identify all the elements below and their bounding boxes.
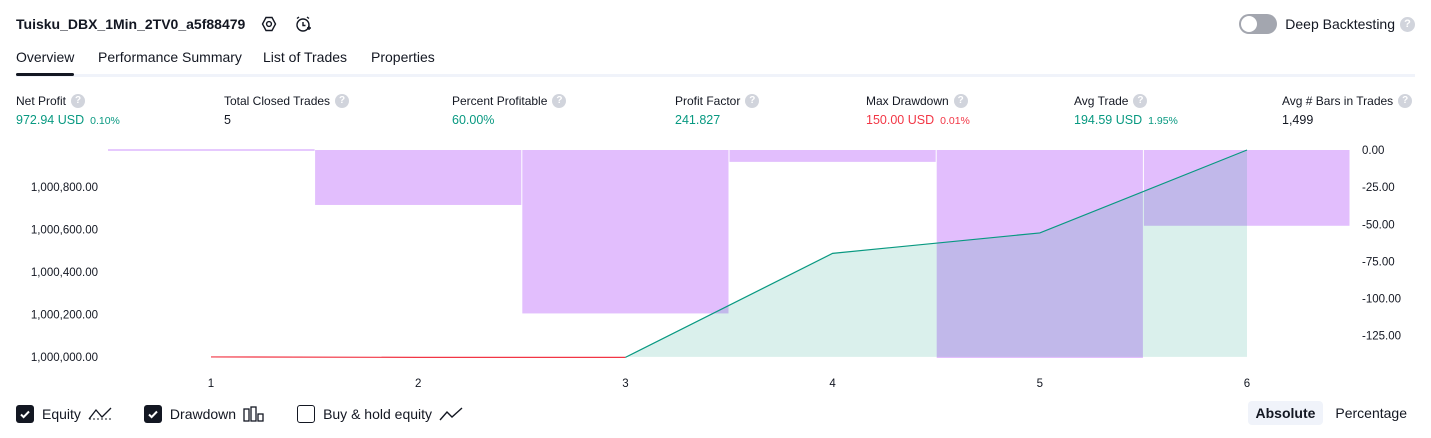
help-icon[interactable]: ? [71, 94, 86, 108]
x-axis-tick-label: 6 [1244, 378, 1250, 390]
metric-label: Max Drawdown [866, 94, 949, 108]
metric-max-drawdown: Max Drawdown? 150.00 USD 0.01% [866, 94, 970, 127]
tab-overview[interactable]: Overview [16, 49, 75, 76]
equity-line-icon [88, 406, 112, 422]
drawdown-bar-4 [936, 150, 1143, 358]
toggle-knob [1241, 16, 1258, 32]
buy-hold-label: Buy & hold equity [323, 406, 433, 422]
help-icon[interactable]: ? [745, 94, 760, 108]
equity-label: Equity [42, 406, 81, 422]
scale-mode-switch: Absolute Percentage [1244, 401, 1416, 425]
left-axis-tick-label: 1,000,600.00 [31, 224, 98, 236]
tab-properties[interactable]: Properties [371, 49, 435, 65]
buy-hold-line-icon [439, 406, 463, 422]
right-axis-tick-label: -75.00 [1362, 256, 1395, 268]
help-icon[interactable]: ? [335, 94, 350, 108]
x-axis-tick-label: 3 [622, 378, 628, 390]
left-axis-tick-label: 1,000,800.00 [31, 182, 98, 194]
metric-avg-bars-in-trades: Avg # Bars in Trades? 1,499 [1282, 94, 1413, 127]
help-icon[interactable]: ? [1400, 16, 1415, 32]
metric-label: Percent Profitable [452, 94, 548, 108]
equity-checkbox-item[interactable]: Equity [16, 405, 112, 423]
tab-list-of-trades[interactable]: List of Trades [263, 49, 348, 65]
metric-label: Net Profit [16, 94, 67, 108]
metric-profit-factor: Profit Factor? 241.827 [675, 94, 760, 127]
equity-drawdown-chart[interactable]: 1,000,000.00 1,000,200.00 1,000,400.00 1,00… [0, 140, 1431, 395]
drawdown-bar-3 [729, 150, 936, 162]
metric-percent-profitable: Percent Profitable? 60.00% [452, 94, 567, 127]
left-axis-tick-label: 1,000,000.00 [31, 352, 98, 364]
drawdown-checkbox-item[interactable]: Drawdown [143, 405, 265, 423]
metric-percent: 1.95% [1148, 115, 1178, 127]
deep-backtesting-toggle[interactable] [1239, 14, 1278, 34]
equity-line-profit [625, 149, 1248, 358]
metric-value: 1,499 [1282, 113, 1314, 127]
buy-hold-checkbox-item[interactable]: Buy & hold equity [297, 405, 463, 423]
metric-label: Total Closed Trades [224, 94, 331, 108]
equity-checkbox[interactable] [16, 405, 34, 423]
deep-backtesting: Deep Backtesting ? [1239, 12, 1415, 36]
right-axis-tick-label: -100.00 [1362, 294, 1401, 306]
chart-legend-controls: Equity Drawdown Buy & hold equity [16, 403, 495, 425]
strategy-settings-icon[interactable] [259, 14, 279, 34]
drawdown-bars-icon [243, 406, 265, 422]
metric-label: Avg Trade [1074, 94, 1129, 108]
right-axis-tick-label: -50.00 [1362, 219, 1395, 231]
help-icon[interactable]: ? [953, 94, 968, 108]
metric-percent: 0.01% [940, 115, 970, 127]
alert-clock-icon[interactable] [293, 14, 313, 34]
report-tabs: Overview Performance Summary List of Tra… [16, 46, 1415, 77]
metric-percent: 0.10% [90, 115, 120, 127]
x-axis-tick-label: 1 [208, 378, 214, 390]
x-axis-tick-label: 5 [1037, 378, 1043, 390]
metric-value: 60.00% [452, 113, 495, 127]
metric-total-closed-trades: Total Closed Trades? 5 [224, 94, 350, 127]
drawdown-checkbox[interactable] [143, 405, 162, 423]
drawdown-bar-1 [315, 150, 522, 205]
metric-value: 194.59 USD [1074, 113, 1143, 127]
help-icon[interactable]: ? [1398, 94, 1413, 108]
help-icon[interactable]: ? [1133, 94, 1148, 108]
x-axis-tick-label: 4 [829, 378, 836, 390]
metric-label: Profit Factor [675, 94, 741, 108]
help-icon[interactable]: ? [552, 94, 567, 108]
deep-backtesting-label: Deep Backtesting [1285, 16, 1395, 32]
absolute-button[interactable]: Absolute [1247, 401, 1324, 425]
right-axis-tick-label: 0.00 [1362, 145, 1384, 157]
left-axis-tick-label: 1,000,200.00 [31, 309, 98, 321]
x-axis-tick-label: 2 [415, 378, 421, 390]
strategy-header: Tuisku_DBX_1Min_2TV0_a5f88479 [16, 12, 313, 36]
strategy-name: Tuisku_DBX_1Min_2TV0_a5f88479 [16, 16, 246, 32]
metric-value: 241.827 [675, 113, 721, 127]
metric-net-profit: Net Profit? 972.94 USD 0.10% [16, 94, 120, 127]
drawdown-bar-5 [1143, 150, 1350, 226]
metric-value: 150.00 USD [866, 113, 935, 127]
metric-label: Avg # Bars in Trades [1282, 94, 1394, 108]
tab-performance-summary[interactable]: Performance Summary [98, 49, 242, 65]
metric-value: 5 [224, 113, 231, 127]
right-axis-tick-label: -25.00 [1362, 182, 1395, 194]
metric-avg-trade: Avg Trade? 194.59 USD 1.95% [1074, 94, 1178, 127]
drawdown-bar-2 [522, 150, 729, 314]
metric-value: 972.94 USD [16, 113, 85, 127]
percentage-button[interactable]: Percentage [1335, 405, 1407, 421]
right-axis-tick-label: -125.00 [1362, 331, 1401, 343]
buy-hold-checkbox[interactable] [297, 405, 316, 423]
left-axis-tick-label: 1,000,400.00 [31, 267, 98, 279]
drawdown-label: Drawdown [169, 406, 237, 422]
